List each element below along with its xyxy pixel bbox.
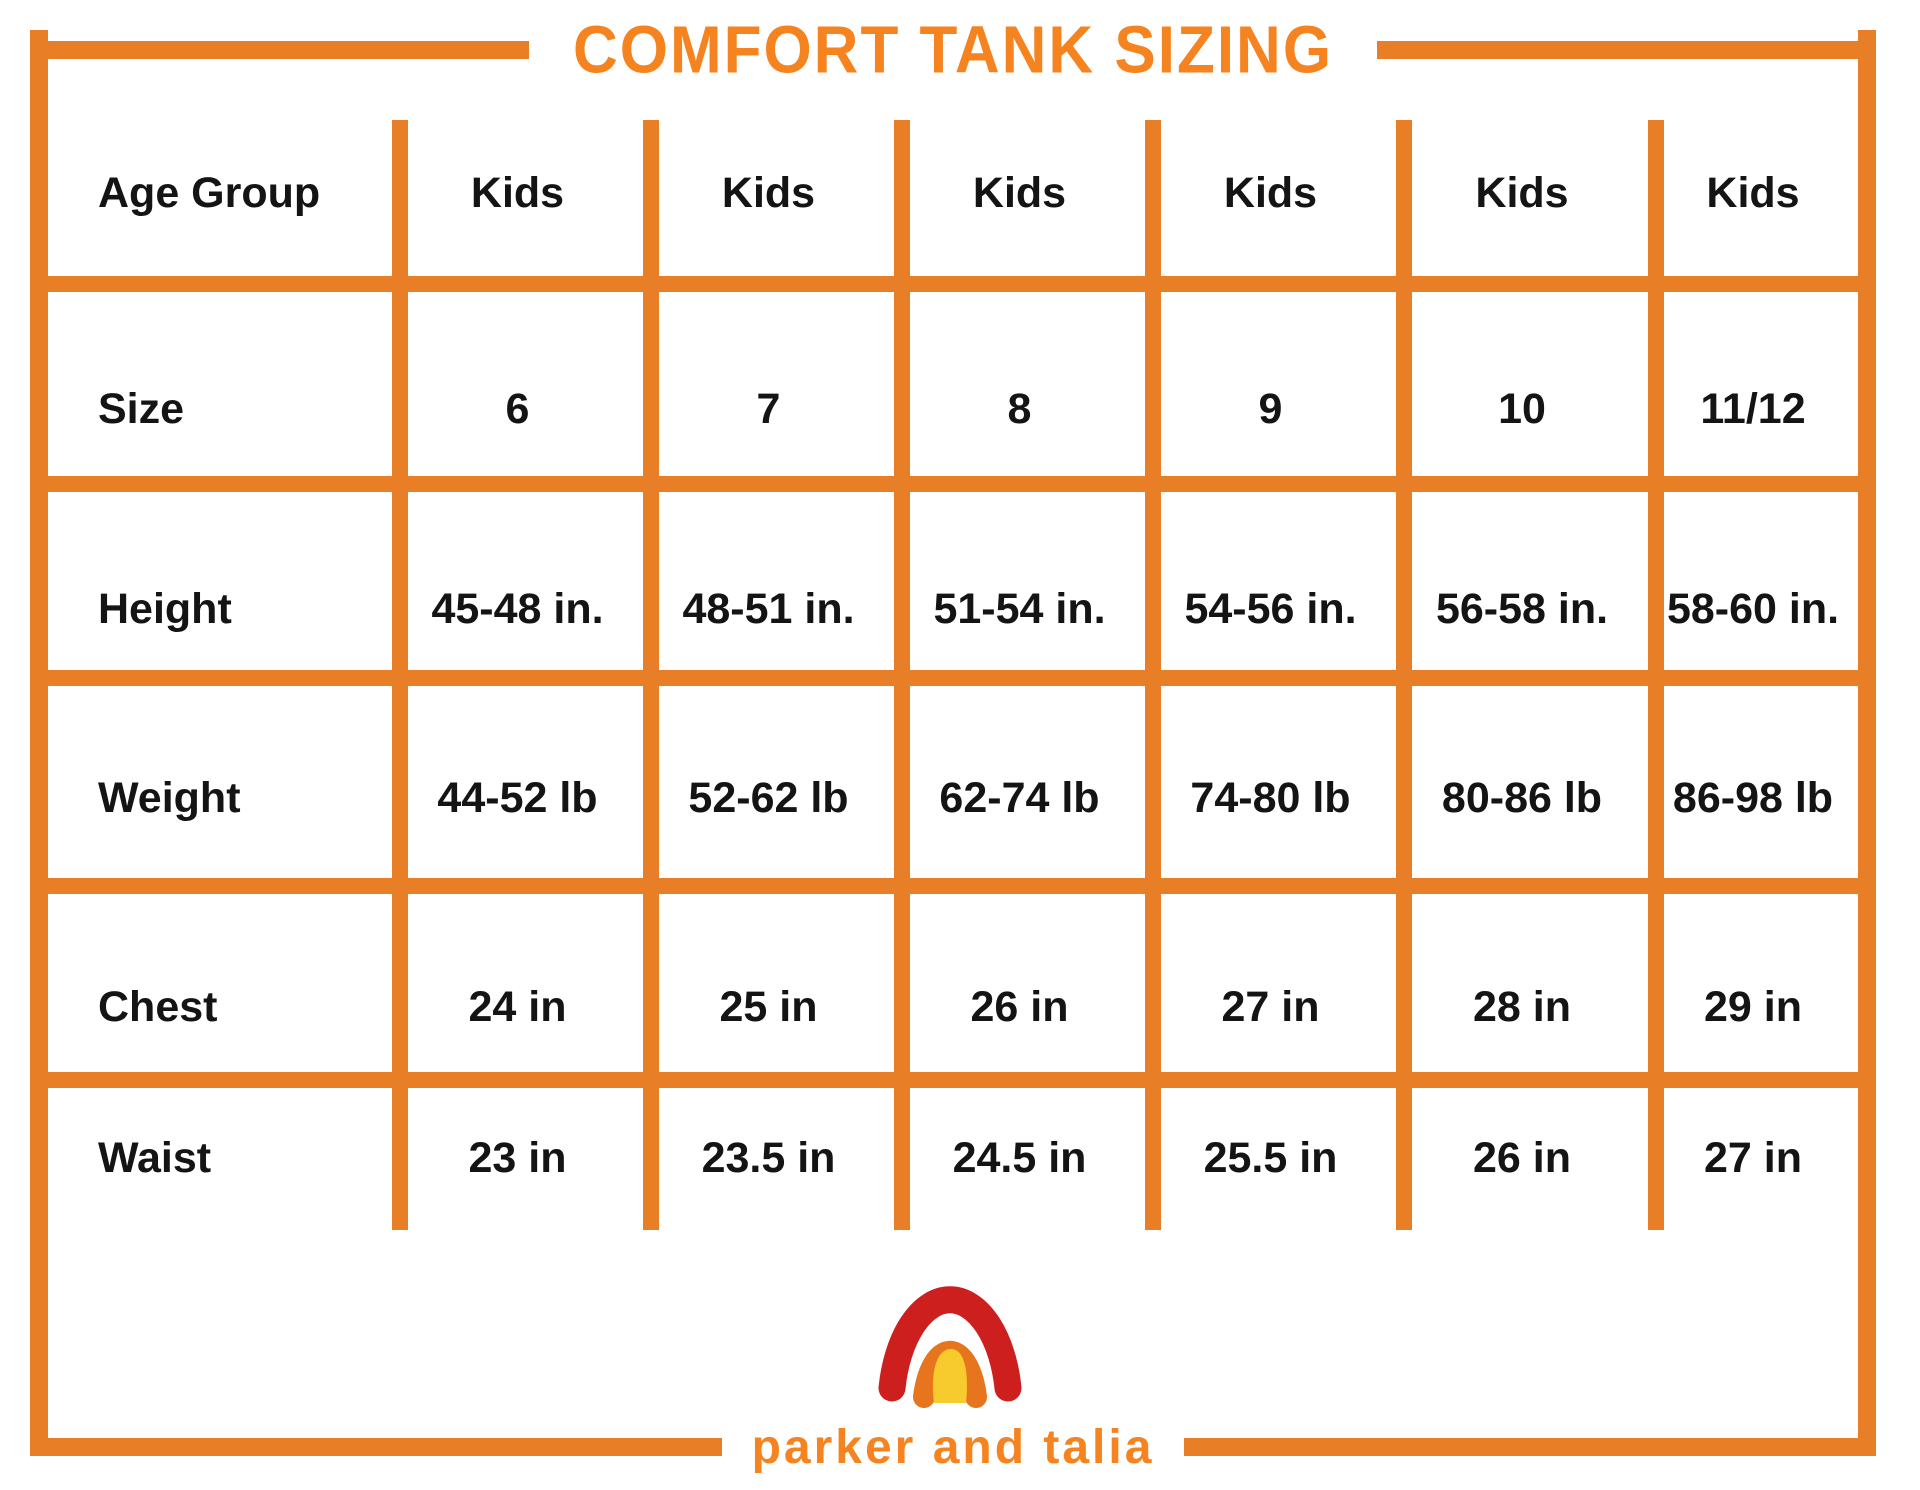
- row-label: Height: [98, 585, 232, 633]
- top-border-right-segment: [1377, 41, 1876, 59]
- table-cell: 56-58 in.: [1435, 585, 1609, 633]
- column-divider: [392, 120, 408, 1230]
- table-cell: 52-62 lb: [688, 774, 849, 822]
- table-cell: 23.5 in: [701, 1134, 836, 1182]
- table-cell: 7: [756, 385, 781, 433]
- bottom-border-right-segment: [1184, 1438, 1877, 1456]
- page-title: COMFORT TANK SIZING: [572, 12, 1334, 88]
- column-divider: [894, 120, 910, 1230]
- frame-right-border: [1858, 30, 1876, 1456]
- table-cell: 44-52 lb: [437, 774, 598, 822]
- table-cell: 8: [1007, 385, 1032, 433]
- table-cell: 26 in: [1473, 1134, 1571, 1182]
- table-cell: 27 in: [1704, 1134, 1802, 1182]
- top-border-left-segment: [30, 41, 529, 59]
- row-label: Weight: [98, 774, 241, 822]
- table-cell: Kids: [1223, 169, 1318, 217]
- row-label: Size: [98, 385, 185, 433]
- table-cell: 51-54 in.: [933, 585, 1106, 633]
- bottom-border-left-segment: [30, 1438, 722, 1456]
- table-cell: 24 in: [468, 983, 567, 1031]
- frame-left-border: [30, 30, 48, 1456]
- table-cell: 9: [1258, 385, 1283, 433]
- table-cell: 58-60 in.: [1666, 585, 1840, 633]
- brand-name: parker and talia: [751, 1420, 1155, 1474]
- table-cell: 11/12: [1700, 385, 1806, 433]
- table-cell: 48-51 in.: [682, 585, 855, 633]
- table-cell: Kids: [1475, 169, 1569, 217]
- column-divider: [1396, 120, 1412, 1230]
- column-divider: [1648, 120, 1664, 1230]
- column-divider: [643, 120, 659, 1230]
- table-cell: 62-74 lb: [939, 774, 1100, 822]
- table-cell: Kids: [470, 169, 565, 217]
- table-cell: Kids: [1706, 169, 1800, 217]
- table-cell: 45-48 in.: [431, 585, 604, 633]
- table-cell: 6: [505, 385, 530, 433]
- table-cell: 27 in: [1221, 983, 1320, 1031]
- table-cell: Kids: [721, 169, 816, 217]
- table-cell: Kids: [972, 169, 1067, 217]
- size-table: Age Group Kids Kids Kids Kids Kids Kids …: [48, 48, 1858, 1230]
- table-cell: 25.5 in: [1203, 1134, 1338, 1182]
- top-border: COMFORT TANK SIZING: [30, 8, 1876, 92]
- table-cell: 29 in: [1704, 983, 1802, 1031]
- column-divider: [1145, 120, 1161, 1230]
- row-label: Waist: [98, 1134, 212, 1182]
- row-label: Chest: [98, 983, 218, 1031]
- table-cell: 23 in: [468, 1134, 567, 1182]
- table-cell: 80-86 lb: [1441, 774, 1603, 822]
- table-cell: 28 in: [1473, 983, 1571, 1031]
- table-cell: 10: [1498, 385, 1546, 433]
- table-cell: 54-56 in.: [1184, 585, 1357, 633]
- table-cell: 24.5 in: [952, 1134, 1087, 1182]
- table-cell: 26 in: [970, 983, 1069, 1031]
- row-label: Age Group: [98, 169, 321, 217]
- table-cell: 86-98 lb: [1672, 774, 1834, 822]
- rainbow-logo-icon: [878, 1286, 1022, 1408]
- table-cell: 25 in: [719, 983, 818, 1031]
- table-cell: 74-80 lb: [1190, 774, 1351, 822]
- bottom-border: parker and talia: [30, 1404, 1877, 1490]
